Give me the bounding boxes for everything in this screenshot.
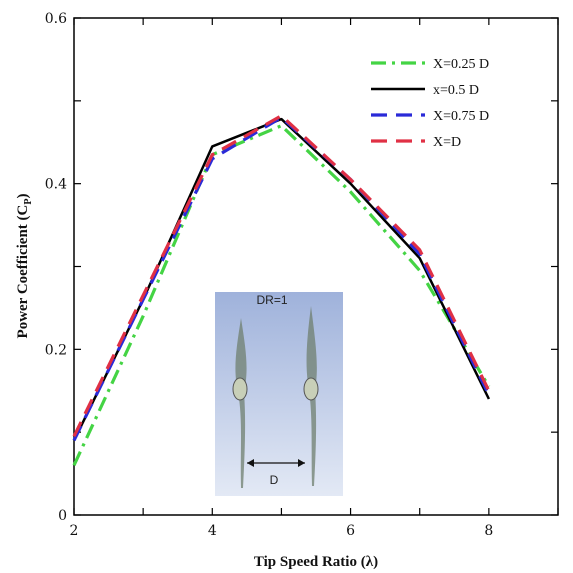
y-tick-label: 0 — [58, 508, 67, 524]
legend-label: X=0.75 D — [433, 109, 489, 124]
legend: X=0.25 D x=0.5 D X=0.75 D X=D — [371, 57, 489, 150]
y-axis-title-close: ) — [15, 194, 31, 199]
y-tick-label: 0.2 — [45, 342, 67, 358]
inset-turbine-left — [232, 377, 248, 401]
y-axis-title-main: Power Coefficient (C — [15, 205, 31, 339]
series-lines — [72, 114, 491, 466]
series-line — [72, 115, 491, 442]
inset-title: DR=1 — [256, 293, 287, 307]
tick-labels: 2 4 6 8 0 0.2 0.4 0.6 — [45, 11, 494, 539]
inset-arrowhead-right — [298, 459, 305, 467]
inset-arrowhead-left — [247, 459, 254, 467]
axis-ticks — [73, 17, 559, 516]
legend-label: x=0.5 D — [433, 83, 479, 98]
x-tick-label: 2 — [70, 523, 79, 539]
x-axis-title: Tip Speed Ratio (λ) — [254, 554, 378, 570]
legend-label: X=D — [433, 135, 461, 150]
series-line — [72, 124, 491, 466]
inset-turbine-right — [303, 377, 319, 401]
x-tick-label: 4 — [208, 523, 217, 539]
series-line — [72, 114, 491, 438]
y-tick-label: 0.6 — [45, 11, 67, 27]
inset-dimension-label: D — [270, 473, 279, 487]
x-tick-label: 8 — [484, 523, 493, 539]
y-axis-title-sub: P — [23, 199, 34, 205]
x-tick-label: 6 — [346, 523, 355, 539]
inset-wake-left — [235, 318, 247, 488]
inset-image: DR=1 D — [215, 292, 343, 496]
legend-label: X=0.25 D — [433, 57, 489, 72]
y-tick-label: 0.4 — [45, 177, 67, 193]
y-axis-title: Power Coefficient (CP) — [15, 194, 34, 339]
